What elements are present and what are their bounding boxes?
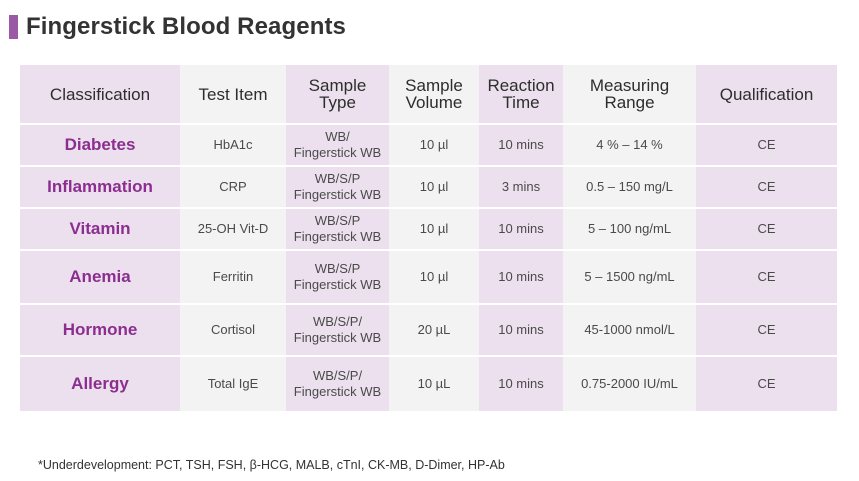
header-measuring-range: Measuring Range [563,65,696,123]
classification-cell: Diabetes [20,123,180,165]
qualification-cell: CE [696,123,837,165]
sample-type-cell: WB/S/P/Fingerstick WB [286,355,389,411]
header-qualification: Qualification [696,65,837,123]
reaction-time-cell: 10 mins [479,123,563,165]
classification-cell: Vitamin [20,207,180,249]
qualification-cell: CE [696,165,837,207]
header-reaction-time: Reaction Time [479,65,563,123]
measuring-range-cell: 4 % – 14 % [563,123,696,165]
sample-volume-cell: 20 µL [389,303,479,355]
table-row: Diabetes HbA1c WB/Fingerstick WB 10 µl 1… [20,123,837,165]
table-row: Anemia Ferritin WB/S/P Fingerstick WB 10 … [20,249,837,303]
measuring-range-cell: 0.75-2000 IU/mL [563,355,696,411]
table-row: Hormone Cortisol WB/S/P/Fingerstick WB 2… [20,303,837,355]
sample-type-cell: WB/S/P/Fingerstick WB [286,303,389,355]
test-item-cell: Total IgE [180,355,286,411]
header-test-item: Test Item [180,65,286,123]
table-row: Vitamin 25-OH Vit-D WB/S/P Fingerstick WB… [20,207,837,249]
classification-cell: Anemia [20,249,180,303]
sample-volume-cell: 10 µl [389,249,479,303]
reaction-time-cell: 10 mins [479,207,563,249]
measuring-range-cell: 5 – 1500 ng/mL [563,249,696,303]
sample-type-cell: WB/S/P Fingerstick WB [286,165,389,207]
measuring-range-cell: 5 – 100 ng/mL [563,207,696,249]
reagents-table: Classification Test Item Sample Type Samp… [20,65,837,411]
sample-type-cell: WB/S/P Fingerstick WB [286,207,389,249]
classification-cell: Allergy [20,355,180,411]
sample-type-cell: WB/S/P Fingerstick WB [286,249,389,303]
test-item-cell: CRP [180,165,286,207]
header-sample-volume: Sample Volume [389,65,479,123]
test-item-cell: 25-OH Vit-D [180,207,286,249]
test-item-cell: Cortisol [180,303,286,355]
qualification-cell: CE [696,207,837,249]
qualification-cell: CE [696,303,837,355]
reaction-time-cell: 10 mins [479,355,563,411]
table-header-row: Classification Test Item Sample Type Samp… [20,65,837,123]
footnote: *Underdevelopment: PCT, TSH, FSH, β-HCG,… [38,458,505,472]
page-title: Fingerstick Blood Reagents [26,13,346,40]
measuring-range-cell: 0.5 – 150 mg/L [563,165,696,207]
test-item-cell: HbA1c [180,123,286,165]
qualification-cell: CE [696,355,837,411]
header-classification: Classification [20,65,180,123]
sample-volume-cell: 10 µL [389,355,479,411]
classification-cell: Inflammation [20,165,180,207]
table-row: Inflammation CRP WB/S/P Fingerstick WB 10… [20,165,837,207]
header-sample-type: Sample Type [286,65,389,123]
qualification-cell: CE [696,249,837,303]
table-row: Allergy Total IgE WB/S/P/Fingerstick WB … [20,355,837,411]
sample-type-cell: WB/Fingerstick WB [286,123,389,165]
sample-volume-cell: 10 µl [389,207,479,249]
measuring-range-cell: 45-1000 nmol/L [563,303,696,355]
sample-volume-cell: 10 µl [389,165,479,207]
reaction-time-cell: 10 mins [479,249,563,303]
sample-volume-cell: 10 µl [389,123,479,165]
reaction-time-cell: 3 mins [479,165,563,207]
classification-cell: Hormone [20,303,180,355]
title-accent-bar [9,15,18,39]
page-title-block: Fingerstick Blood Reagents [9,13,346,41]
test-item-cell: Ferritin [180,249,286,303]
reaction-time-cell: 10 mins [479,303,563,355]
